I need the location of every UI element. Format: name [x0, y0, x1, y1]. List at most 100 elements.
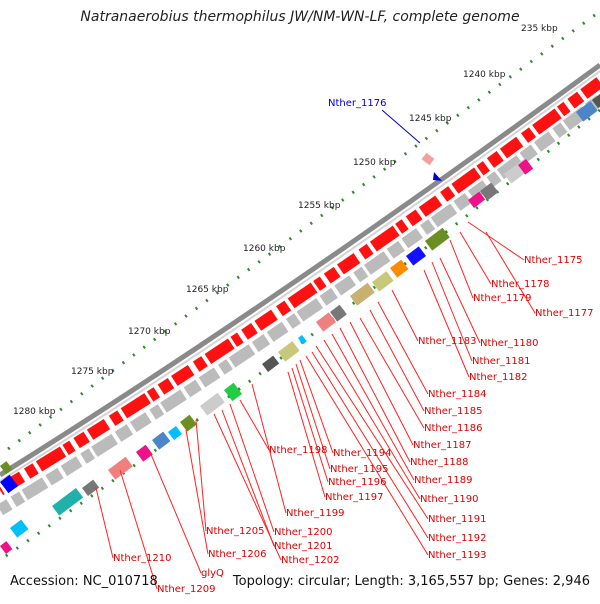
feature-blocks: [0, 92, 600, 554]
accession-text: Accession: NC_010718: [10, 574, 158, 589]
scale-label: 1250 kbp: [353, 158, 396, 168]
feature-block: [52, 487, 84, 516]
gene-label: Nther_1189: [414, 475, 472, 486]
feature-block: [349, 282, 375, 306]
feature-block: [262, 355, 280, 372]
gene-leader-line: [229, 403, 275, 533]
gene-leader-line: [221, 409, 275, 547]
gene-label: Nther_1193: [428, 550, 486, 561]
gene-leader-line: [305, 355, 429, 556]
gene-leader-line: [431, 261, 473, 362]
gene-leader-line: [467, 221, 525, 261]
gene-leader-line: [423, 269, 470, 378]
gene-leader-line: [391, 289, 419, 342]
gene-label: Nther_1195: [330, 464, 388, 475]
gene-leader-line: [239, 399, 270, 451]
genome-backbone-inner: [0, 70, 600, 482]
gene-leader-line: [359, 317, 425, 429]
gene-label: Nther_1192: [428, 533, 486, 544]
gene-label: Nther_1197: [325, 492, 383, 503]
feature-block: [390, 259, 409, 278]
label-leaders: [95, 221, 536, 590]
gene-label: Nther_1190: [420, 494, 478, 505]
gene-leader-line: [149, 451, 202, 574]
gene-label: Nther_1198: [269, 445, 327, 456]
gene-label: glyQ: [201, 568, 224, 579]
gene-leader-line: [459, 231, 492, 285]
feature-block: [0, 461, 13, 474]
feature-block: [200, 392, 225, 416]
feature-block: [152, 431, 171, 450]
feature-block: [372, 271, 394, 292]
gene-leader-line: [95, 487, 114, 559]
gene-leader-line: [377, 301, 429, 395]
gene-leader-line: [315, 345, 429, 520]
topology-summary: Topology: circular; Length: 3,165,557 bp…: [232, 574, 590, 589]
gene-leader-line: [299, 359, 334, 454]
scale-labels: 235 kbp 1240 kbp 1245 kbp 1250 kbp 1255 kbp 1…: [13, 24, 558, 417]
scale-label: 1240 kbp: [463, 70, 506, 80]
gene-label: Nther_1205: [206, 526, 264, 537]
gene-label: Nther_1194: [333, 448, 391, 459]
gene-leader-line: [485, 231, 536, 314]
gene-leader-line: [119, 469, 158, 590]
gene-leader-line: [331, 333, 415, 481]
feature-block: [278, 341, 300, 362]
scale-label: 1260 kbp: [243, 244, 286, 254]
gene-label: Nther_1177: [535, 308, 593, 319]
feature-block: [108, 456, 133, 480]
genome-backbone: [0, 62, 600, 478]
gene-leader-line: [291, 367, 329, 483]
gene-leader-line: [311, 351, 429, 539]
nther-1176-arrow-icon: [433, 172, 442, 181]
feature-block: [480, 182, 499, 201]
gene-label: Nther_1175: [524, 255, 582, 266]
gene-leader-line: [449, 239, 474, 299]
feature-block: [180, 414, 197, 432]
gene-leader-line: [185, 429, 209, 555]
gene-label: Nther_1185: [424, 406, 482, 417]
gene-label: Nther_1178: [491, 279, 549, 290]
feature-block: [0, 541, 13, 554]
feature-block: [10, 519, 29, 538]
gene-label: Nther_1183: [418, 336, 476, 347]
scale-label: 235 kbp: [521, 24, 558, 34]
feature-block: [298, 334, 307, 345]
gene-leader-line: [369, 309, 425, 412]
gene-label: Nther_1188: [410, 457, 468, 468]
forward-strand-band: [0, 77, 600, 496]
gene-leader-line: [195, 419, 207, 532]
outer-tick-arc: [0, 13, 596, 457]
feature-block: [223, 382, 243, 402]
gene-leader-line: [287, 371, 326, 498]
gene-leader-line: [349, 321, 414, 446]
gene-label: Nther_1181: [472, 356, 530, 367]
gene-leader-line: [339, 327, 411, 463]
gene-label: Nther_1206: [208, 549, 266, 560]
feature-block: [576, 101, 598, 122]
scale-label: 1280 kbp: [13, 407, 56, 417]
nther-1176-leader: [381, 109, 421, 144]
feature-block: [168, 425, 183, 440]
feature-block: [82, 479, 100, 496]
feature-block: [0, 474, 19, 494]
feature-block: [406, 246, 426, 266]
gene-leader-line: [323, 339, 421, 500]
gene-label: Nther_1199: [286, 508, 344, 519]
scale-label: 1275 kbp: [71, 367, 114, 377]
feature-block: [425, 227, 450, 251]
scale-label: 1255 kbp: [298, 201, 341, 211]
gene-label: Nther_1179: [473, 293, 531, 304]
scale-label: 1265 kbp: [186, 285, 229, 295]
gene-leader-line: [213, 413, 282, 561]
gene-leader-line: [439, 257, 481, 344]
gene-label: Nther_1209: [157, 584, 215, 595]
gene-label: Nther_1182: [469, 372, 527, 383]
nther-1176-label: Nther_1176: [328, 98, 386, 109]
gene-label: Nther_1187: [413, 440, 471, 451]
gene-label: Nther_1180: [480, 338, 538, 349]
feature-block: [316, 312, 336, 332]
map-title: Natranaerobius thermophilus JW/NM-WN-LF,…: [80, 9, 520, 25]
